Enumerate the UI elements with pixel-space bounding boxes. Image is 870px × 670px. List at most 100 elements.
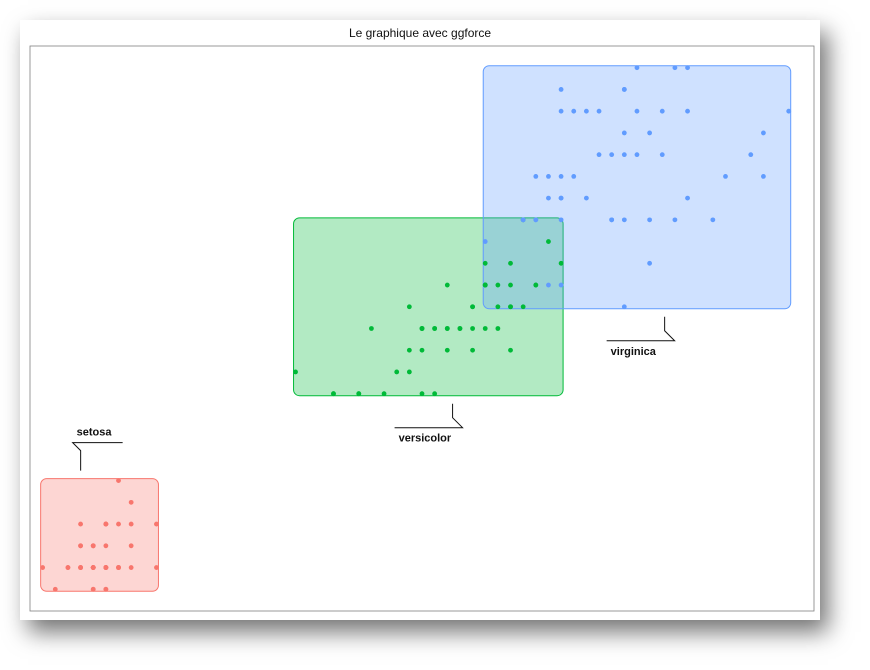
point-versicolor xyxy=(444,347,450,353)
point-versicolor xyxy=(470,304,475,310)
point-setosa xyxy=(128,499,134,505)
point-virginica xyxy=(685,195,690,201)
point-setosa xyxy=(128,543,134,549)
point-virginica xyxy=(659,152,665,158)
label-leader-line xyxy=(606,316,676,342)
point-versicolor xyxy=(508,260,513,266)
point-setosa xyxy=(154,521,159,527)
point-versicolor xyxy=(369,326,374,331)
point-virginica xyxy=(558,87,564,92)
group-label-text: versicolor xyxy=(399,433,452,445)
point-virginica xyxy=(533,217,539,223)
point-setosa xyxy=(116,565,121,570)
point-versicolor xyxy=(470,347,475,353)
point-versicolor xyxy=(394,369,400,375)
point-setosa xyxy=(90,586,96,592)
point-versicolor xyxy=(508,347,513,353)
point-virginica xyxy=(634,152,640,158)
label-leader-line xyxy=(394,403,464,429)
point-setosa xyxy=(103,543,109,549)
point-virginica xyxy=(748,152,754,158)
point-virginica xyxy=(571,173,577,179)
point-setosa xyxy=(116,521,121,527)
point-versicolor xyxy=(470,326,475,331)
group-label-virginica: virginica xyxy=(606,316,676,358)
group-label-text: setosa xyxy=(77,427,113,439)
point-virginica xyxy=(621,130,627,136)
point-virginica xyxy=(659,108,665,114)
point-virginica xyxy=(647,217,653,223)
point-setosa xyxy=(90,543,96,549)
point-versicolor xyxy=(508,282,513,288)
point-versicolor xyxy=(520,304,526,310)
group-rect-virginica xyxy=(482,65,792,310)
point-virginica xyxy=(571,108,577,114)
point-virginica xyxy=(710,217,716,223)
point-versicolor xyxy=(432,391,438,397)
point-versicolor xyxy=(495,304,501,310)
point-virginica xyxy=(546,173,551,179)
scatter-plot: setosa versicolor virginica xyxy=(29,45,815,612)
point-virginica xyxy=(558,173,564,179)
point-virginica xyxy=(761,173,766,179)
group-label-setosa: setosa xyxy=(71,427,123,471)
point-setosa xyxy=(103,565,109,570)
point-versicolor xyxy=(293,369,298,375)
point-versicolor xyxy=(482,326,488,331)
chart-card: Le graphique avec ggforce setosa versicol… xyxy=(20,20,820,620)
point-virginica xyxy=(546,282,551,288)
group-label-versicolor: versicolor xyxy=(394,403,464,445)
point-virginica xyxy=(647,260,653,266)
point-virginica xyxy=(786,108,792,114)
point-virginica xyxy=(634,108,640,114)
point-versicolor xyxy=(432,326,438,331)
point-virginica xyxy=(520,217,526,223)
point-virginica xyxy=(761,130,766,136)
point-virginica xyxy=(583,195,589,201)
point-setosa xyxy=(78,565,83,570)
point-versicolor xyxy=(381,391,387,397)
point-setosa xyxy=(40,565,46,570)
point-virginica xyxy=(609,152,615,158)
data-points xyxy=(40,65,792,592)
point-virginica xyxy=(558,217,564,223)
point-versicolor xyxy=(558,260,564,266)
point-versicolor xyxy=(482,260,488,266)
point-versicolor xyxy=(419,326,425,331)
group-rect-versicolor xyxy=(293,217,564,397)
point-setosa xyxy=(90,565,96,570)
chart-title: Le graphique avec ggforce xyxy=(348,26,492,40)
point-versicolor xyxy=(444,326,450,331)
point-virginica xyxy=(672,217,678,223)
point-versicolor xyxy=(457,326,463,331)
point-virginica xyxy=(596,152,602,158)
group-label-text: virginica xyxy=(611,346,657,358)
point-setosa xyxy=(65,565,71,570)
point-versicolor xyxy=(331,391,336,397)
point-setosa xyxy=(78,521,83,527)
point-virginica xyxy=(558,108,564,114)
point-virginica xyxy=(621,217,627,223)
point-virginica xyxy=(596,108,602,114)
point-virginica xyxy=(533,173,539,179)
point-versicolor xyxy=(495,326,501,331)
point-virginica xyxy=(621,304,627,310)
point-versicolor xyxy=(546,239,551,244)
point-virginica xyxy=(482,239,488,244)
point-setosa xyxy=(103,521,109,527)
point-versicolor xyxy=(406,347,412,353)
point-virginica xyxy=(685,108,690,114)
point-virginica xyxy=(723,173,728,179)
point-setosa xyxy=(103,586,109,592)
label-leader-line xyxy=(71,442,123,471)
point-virginica xyxy=(546,195,551,201)
point-virginica xyxy=(685,65,690,71)
point-setosa xyxy=(116,478,121,484)
point-setosa xyxy=(128,565,134,570)
point-versicolor xyxy=(495,282,501,288)
point-virginica xyxy=(558,282,564,288)
point-versicolor xyxy=(406,369,412,375)
point-virginica xyxy=(609,217,615,223)
point-virginica xyxy=(672,65,678,71)
point-versicolor xyxy=(406,304,412,310)
